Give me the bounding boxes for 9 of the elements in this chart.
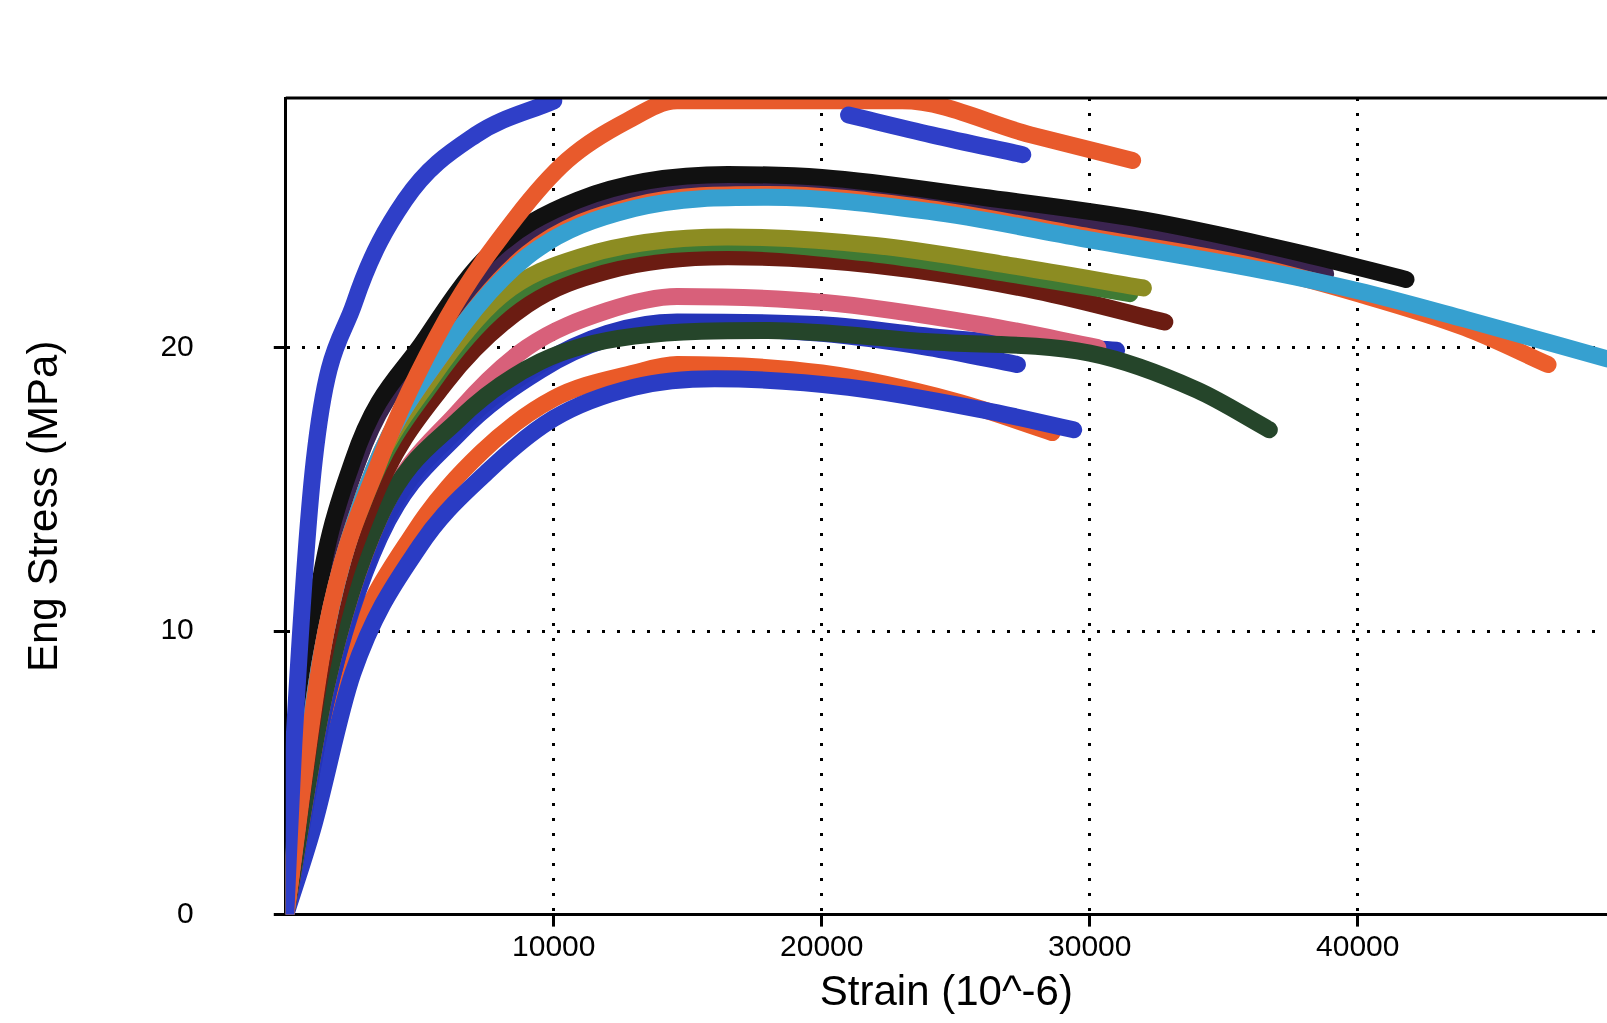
y-tick-label: 10 — [160, 612, 194, 646]
y-tick-label: 20 — [160, 328, 194, 362]
x-tick-label: 30000 — [1048, 928, 1132, 962]
x-tick-label: 10000 — [512, 928, 596, 962]
y-axis-title: Eng Stress (MPa) — [18, 340, 66, 673]
x-tick-label: 40000 — [1316, 928, 1400, 962]
y-tick-label: 0 — [177, 895, 194, 929]
x-tick-label: 20000 — [780, 928, 864, 962]
x-axis-title: Strain (10^-6) — [819, 967, 1073, 1015]
